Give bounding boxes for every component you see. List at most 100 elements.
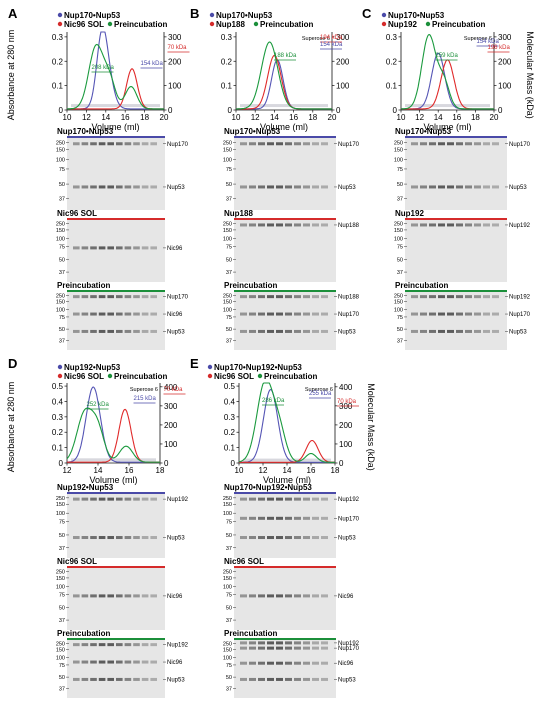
protein-band (81, 497, 89, 501)
x-tick-label: 12 (259, 466, 268, 475)
protein-band (258, 223, 265, 227)
protein-band (483, 312, 490, 316)
protein-band (240, 661, 247, 665)
y-right-tick-label: 100 (336, 82, 350, 91)
protein-band (116, 594, 123, 598)
legend-entry: Preincubation (260, 20, 313, 29)
marker-label: 100 (394, 307, 403, 313)
protein-band (465, 142, 472, 146)
protein-band (285, 312, 292, 316)
protein-band (90, 536, 97, 540)
legend-marker (257, 373, 263, 379)
protein-band (483, 142, 490, 146)
protein-band (303, 661, 310, 665)
y-left-tick-label: 0 (393, 106, 398, 115)
marker-label: 37 (397, 339, 403, 345)
protein-band (116, 312, 123, 316)
protein-band (141, 594, 149, 598)
protein-band (249, 594, 256, 598)
protein-band (303, 677, 310, 681)
panel-letter: B (190, 6, 199, 21)
protein-band (429, 312, 436, 316)
marker-label: 37 (397, 196, 403, 202)
marker-label: 50 (59, 327, 65, 333)
protein-band (258, 516, 265, 520)
protein-band (249, 185, 256, 189)
protein-band (133, 246, 140, 250)
protein-band (133, 643, 140, 647)
protein-band (116, 246, 123, 250)
legend-entry: Nup170•Nup53 (64, 11, 121, 20)
marker-label: 37 (59, 546, 65, 552)
protein-band (285, 536, 292, 540)
protein-band (98, 677, 106, 681)
protein-band (141, 497, 149, 501)
legend-entry: Nup170•Nup53 (388, 11, 445, 20)
protein-band (276, 646, 283, 650)
protein-band (258, 185, 265, 189)
gel-title: Nup192 (395, 209, 424, 218)
column-label: Superose 6 (305, 387, 333, 393)
protein-band (474, 185, 481, 189)
protein-band (124, 643, 132, 647)
column-label: Superose 6 (302, 36, 330, 42)
protein-band (73, 594, 80, 598)
protein-band (294, 594, 301, 598)
marker-label: 50 (226, 182, 232, 188)
gel-image (67, 568, 165, 630)
protein-band (267, 329, 274, 333)
protein-band (258, 646, 265, 650)
x-tick-label: 16 (125, 466, 134, 475)
marker-label: 150 (56, 299, 65, 305)
protein-band (150, 677, 157, 681)
protein-band (81, 185, 89, 189)
band-label: Nup170 (338, 312, 360, 318)
mass-annotation: 188 kDa (274, 53, 297, 59)
marker-label: 250 (394, 140, 403, 146)
x-tick-label: 18 (331, 466, 340, 475)
protein-band (133, 660, 140, 664)
marker-label: 100 (56, 237, 65, 243)
marker-label: 250 (394, 293, 403, 299)
protein-band (150, 185, 157, 189)
y-right-tick-label: 200 (339, 421, 353, 430)
x-axis-label: Volume (ml) (263, 475, 311, 485)
y-right-tick-label: 300 (164, 402, 178, 411)
protein-band (276, 641, 283, 645)
marker-label: 50 (226, 606, 232, 612)
band-label: Nic96 (338, 594, 354, 600)
band-label: Nup192 (338, 641, 360, 647)
marker-label: 75 (226, 245, 232, 251)
protein-band (90, 497, 97, 501)
protein-band (267, 295, 274, 299)
legend-marker (57, 364, 63, 370)
protein-band (240, 516, 247, 520)
marker-label: 75 (59, 520, 65, 526)
legend-entry: Preincubation (264, 372, 317, 381)
protein-band (447, 185, 454, 189)
y-left-tick-label: 0 (231, 459, 236, 468)
protein-band (150, 295, 157, 299)
protein-band (124, 142, 132, 146)
panel-letter: C (362, 6, 372, 21)
marker-label: 50 (59, 182, 65, 188)
protein-band (90, 312, 97, 316)
column-label: Superose 6 (464, 36, 492, 42)
marker-label: 75 (59, 663, 65, 669)
panel-letter: A (8, 6, 18, 21)
x-tick-label: 10 (235, 466, 244, 475)
protein-band (240, 641, 247, 645)
protein-band (133, 312, 140, 316)
protein-band (107, 295, 114, 299)
protein-band (465, 295, 472, 299)
protein-band (447, 295, 454, 299)
legend-marker (57, 12, 63, 18)
protein-band (73, 142, 80, 146)
protein-band (303, 646, 310, 650)
band-label: Nup53 (509, 329, 527, 335)
y-axis-left-label: Absorbance at 280 nm (6, 382, 16, 473)
